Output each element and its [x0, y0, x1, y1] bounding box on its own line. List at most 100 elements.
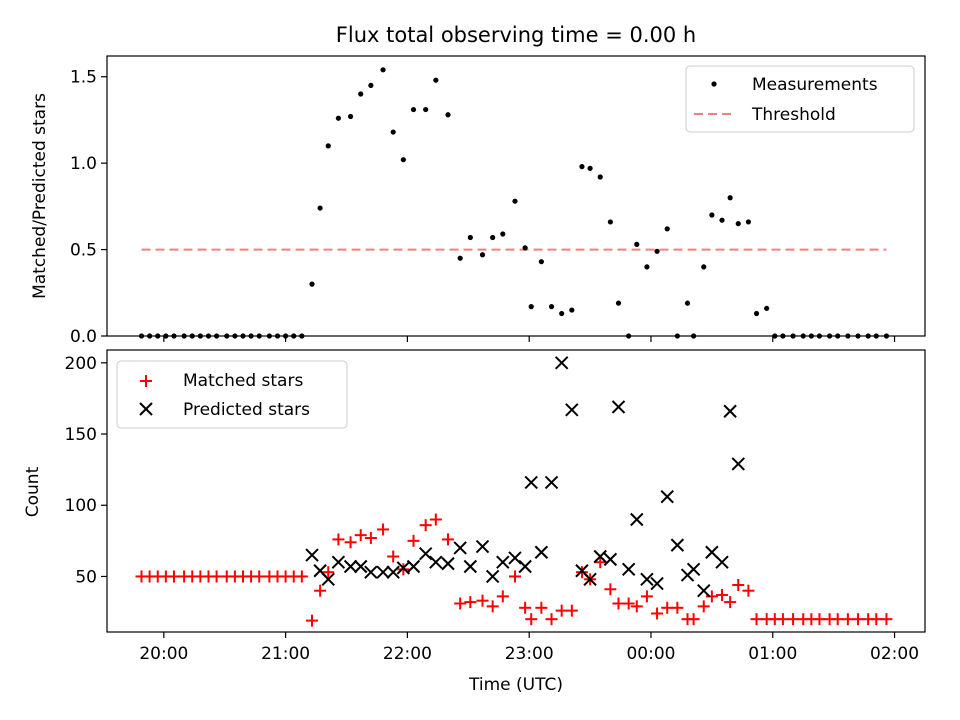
measurement-point — [701, 264, 707, 270]
predicted-star-point — [565, 403, 579, 417]
matched-star-point — [496, 590, 509, 603]
matched-star-point — [253, 570, 266, 583]
top-y-tick-label: 1.5 — [70, 68, 97, 88]
top-panel: 0.0 0.5 1.0 1.5 Matched/Predicted stars Mea… — [30, 55, 926, 347]
measurement-point — [719, 217, 725, 223]
predicted-star-point — [305, 548, 319, 562]
matched-star-point — [813, 613, 826, 626]
matched-star-point — [332, 533, 345, 546]
predicted-star-point — [583, 572, 597, 587]
measurement-point — [664, 226, 670, 232]
legend-predicted-marker — [139, 402, 153, 416]
matched-star-point — [167, 570, 180, 583]
measurement-point — [423, 106, 429, 113]
bottom-y-tick-label: 50 — [75, 567, 97, 587]
predicted-star-point — [485, 569, 500, 584]
bottom-x-tick-label: 01:00 — [748, 644, 797, 664]
matched-star-point — [575, 566, 588, 579]
predicted-star-point — [660, 489, 674, 504]
matched-star-point — [742, 584, 755, 597]
matched-star-point — [732, 579, 745, 591]
matched-star-point — [787, 613, 800, 626]
matched-star-point — [476, 594, 489, 607]
matched-star-point — [870, 613, 883, 626]
bottom-panel: 50 100 150 200 20:00 21:00 22:00 23:00 00:00 01:… — [23, 349, 926, 695]
matched-star-point — [697, 600, 710, 613]
matched-star-point — [594, 556, 607, 569]
predicted-star-point — [343, 559, 358, 574]
legend-matched-marker — [140, 375, 152, 387]
matched-star-point — [671, 601, 684, 614]
measurement-point — [634, 241, 640, 247]
predicted-star-point — [376, 565, 390, 579]
top-y-axis-label: Matched/Predicted stars — [30, 93, 50, 299]
bottom-x-tick-label: 22:00 — [383, 644, 432, 664]
measurement-point — [512, 198, 518, 204]
legend-predicted-label: Predicted stars — [183, 400, 310, 420]
bottom-x-tick-label: 02:00 — [870, 644, 919, 664]
matched-star-point — [464, 596, 477, 609]
matched-star-point — [525, 613, 538, 626]
matched-star-point — [776, 613, 789, 626]
measurement-point — [579, 164, 585, 170]
measurement-point — [709, 212, 715, 218]
bottom-y-tick-label: 200 — [65, 354, 97, 374]
predicted-star-point — [731, 457, 745, 471]
matched-star-point — [852, 613, 865, 626]
predicted-star-point — [463, 559, 478, 574]
measurement-point — [528, 304, 534, 310]
measurement-point — [753, 310, 760, 317]
measurement-point — [325, 143, 331, 149]
matched-star-point — [750, 613, 763, 626]
matched-star-point — [314, 584, 327, 597]
matched-star-point — [565, 604, 578, 617]
predicted-star-point — [593, 549, 607, 564]
measurement-point — [479, 252, 486, 258]
matched-star-point — [661, 601, 674, 614]
matched-star-point — [295, 570, 308, 583]
predicted-star-point — [640, 572, 654, 587]
matched-star-point — [344, 536, 357, 549]
legend-measurements-label: Measurements — [752, 75, 878, 95]
measurement-point — [644, 264, 650, 270]
predicted-star-point — [441, 556, 455, 571]
predicted-star-point — [496, 555, 510, 569]
matched-star-point — [419, 519, 432, 532]
chart-title: Flux total observing time = 0.00 h — [336, 23, 696, 47]
predicted-star-point — [686, 562, 701, 577]
measurement-point — [358, 91, 364, 97]
matched-star-point — [545, 613, 558, 626]
matched-star-point — [705, 590, 718, 603]
matched-star-point — [880, 613, 893, 626]
matched-star-point — [841, 613, 854, 626]
matched-star-point — [306, 614, 319, 627]
predicted-star-point — [354, 559, 368, 574]
matched-star-point — [651, 607, 664, 620]
matched-star-point — [397, 563, 410, 576]
predicted-star-point — [429, 555, 443, 569]
predicted-star-point — [518, 559, 532, 574]
matched-star-point — [387, 550, 400, 563]
matched-star-point — [640, 590, 653, 603]
predicted-star-point — [321, 572, 335, 587]
predicted-star-point — [406, 559, 421, 574]
matched-star-point — [508, 570, 521, 583]
predicted-star-point — [364, 565, 378, 579]
matched-star-point — [612, 597, 625, 610]
predicted-star-point — [386, 565, 400, 579]
predicted-star-point — [705, 545, 719, 559]
bottom-y-axis-label: Count — [23, 466, 43, 517]
predicted-star-point — [331, 555, 346, 569]
matched-star-point — [442, 533, 455, 546]
measurement-point — [335, 115, 341, 121]
measurement-point — [745, 219, 752, 225]
matched-star-point — [322, 566, 335, 579]
top-y-tick-label: 0.0 — [70, 327, 97, 347]
measurement-point — [654, 248, 660, 254]
matched-star-point — [831, 613, 844, 626]
measurement-point — [500, 231, 506, 237]
predicted-star-point — [611, 400, 626, 414]
matched-star-point — [519, 601, 532, 614]
bottom-y-tick-label: 150 — [65, 425, 97, 445]
